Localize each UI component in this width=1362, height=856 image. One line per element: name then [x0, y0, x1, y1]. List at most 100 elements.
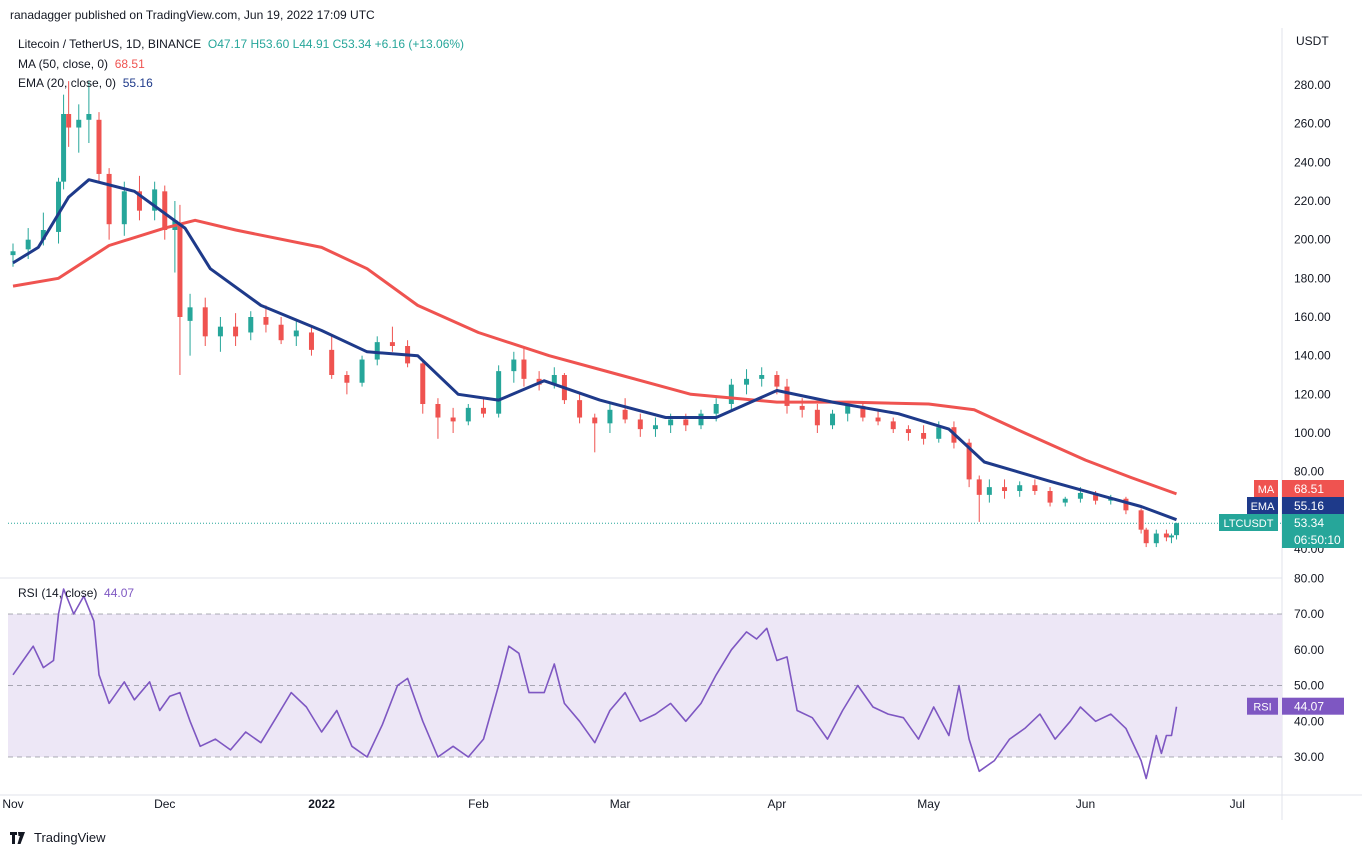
- candle-body: [56, 181, 62, 232]
- candle-body: [799, 405, 805, 410]
- time-tick-label: Nov: [2, 797, 23, 811]
- candle-body: [10, 251, 16, 256]
- candle-body: [263, 317, 269, 325]
- candle-body: [480, 407, 486, 414]
- ma50-line: [12, 218, 1178, 496]
- candle-body: [278, 324, 284, 341]
- time-tick-label: 2022: [308, 797, 335, 811]
- candle-body: [86, 114, 92, 120]
- price-tick-label: 140.00: [1294, 349, 1331, 363]
- rsi-band: [8, 614, 1282, 757]
- candle-body: [40, 230, 46, 240]
- rsi-tick-label: 60.00: [1294, 643, 1324, 657]
- candle-body: [622, 409, 628, 420]
- candle-body: [1153, 533, 1159, 544]
- rsi-badge-tag: [1247, 697, 1278, 715]
- rsi-line: [12, 588, 1178, 780]
- candle-body: [465, 407, 471, 422]
- price-tick-label: 120.00: [1294, 387, 1331, 401]
- last-price-badge-value-box: [1282, 514, 1344, 548]
- legend-ma-row[interactable]: MA (50, close, 0) 68.51: [18, 55, 464, 75]
- candle-body: [713, 404, 719, 414]
- candle-body: [1123, 498, 1129, 511]
- ema-badge: EMA 55.16: [1247, 497, 1344, 514]
- candle-body: [187, 307, 193, 321]
- rsi-label: RSI (14, close): [18, 586, 98, 600]
- candle-body: [966, 442, 972, 480]
- candle-body: [61, 114, 67, 182]
- last-price-badge-countdown-text: 06:50:10: [1294, 533, 1341, 547]
- ema-label: EMA (20, close, 0): [18, 76, 117, 90]
- candle-body: [106, 173, 112, 225]
- price-axis-unit: USDT: [1296, 34, 1329, 48]
- candle-body: [1002, 487, 1008, 491]
- candle-body: [420, 363, 426, 404]
- rsi-legend[interactable]: RSI (14, close) 44.07: [18, 586, 134, 600]
- price-tick-label: 200.00: [1294, 233, 1331, 247]
- symbol-label[interactable]: Litecoin / TetherUS, 1D, BINANCE: [18, 37, 202, 51]
- candle-body: [814, 409, 820, 426]
- candle-body: [652, 425, 658, 430]
- rsi-badge-tag-text: RSI: [1253, 702, 1271, 714]
- candle-body: [329, 349, 335, 375]
- candle-body: [152, 189, 158, 211]
- last-price-badge-tag-text: LTCUSDT: [1224, 518, 1274, 530]
- legend-ema-row[interactable]: EMA (20, close, 0) 55.16: [18, 74, 464, 94]
- candle-body: [177, 224, 183, 317]
- candle-body: [435, 404, 441, 418]
- candle-body: [976, 479, 982, 495]
- candle-body: [121, 191, 127, 225]
- ema-badge-tag: [1247, 497, 1278, 514]
- rsi-value: 44.07: [104, 586, 135, 600]
- candle-body: [233, 326, 239, 337]
- tradingview-logo-icon: [10, 831, 25, 844]
- time-tick-label: Mar: [610, 797, 631, 811]
- time-tick-label: Feb: [468, 797, 489, 811]
- ma-label: MA (50, close, 0): [18, 56, 109, 71]
- candle-body: [1093, 492, 1099, 501]
- candle-body: [389, 342, 395, 346]
- ema-badge-tag-text: EMA: [1251, 501, 1276, 513]
- last-price-badge-tag: [1219, 514, 1278, 531]
- rsi-tick-label: 80.00: [1294, 571, 1324, 585]
- candle-body: [136, 191, 142, 211]
- ema-value: 55.16: [122, 76, 153, 90]
- candle-body: [308, 332, 314, 350]
- candle-body: [1032, 485, 1038, 491]
- price-tick-label: 80.00: [1294, 465, 1324, 479]
- candle-body: [759, 375, 765, 379]
- time-tick-label: May: [917, 797, 940, 811]
- candle-body: [96, 119, 102, 174]
- candle-body: [25, 239, 31, 250]
- candle-body: [1174, 523, 1180, 536]
- candle-body: [66, 114, 72, 128]
- time-tick-label: Jun: [1076, 797, 1095, 811]
- ma-badge-value-box: [1282, 480, 1344, 497]
- rsi-tick-label: 30.00: [1294, 750, 1324, 764]
- rsi-badge-value-text: 44.07: [1294, 700, 1324, 714]
- candle-body: [1062, 498, 1068, 503]
- rsi-tick-label: 40.00: [1294, 714, 1324, 728]
- candle-body: [830, 413, 836, 426]
- candle-body: [450, 417, 456, 422]
- candle-body: [1017, 485, 1023, 491]
- ema-badge-value-box: [1282, 497, 1344, 514]
- candle-body: [1077, 492, 1083, 499]
- candle-body: [1163, 533, 1169, 538]
- time-tick-label: Jul: [1230, 797, 1245, 811]
- price-tick-label: 100.00: [1294, 426, 1331, 440]
- price-tick-label: 280.00: [1294, 78, 1331, 92]
- candle-body: [202, 307, 208, 337]
- ohlc-readout: O47.17 H53.60 L44.91 C53.34 +6.16 (+13.0…: [207, 37, 465, 51]
- candle-body: [359, 359, 365, 383]
- candle-body: [248, 317, 254, 333]
- ema-badge-value-text: 55.16: [1294, 499, 1324, 513]
- candle-body: [683, 419, 689, 426]
- candle-body: [1138, 510, 1144, 530]
- candle-body: [293, 330, 299, 337]
- candle-body: [744, 378, 750, 385]
- candle-body: [511, 359, 517, 372]
- candle-body: [344, 375, 350, 383]
- rsi-tick-label: 70.00: [1294, 607, 1324, 621]
